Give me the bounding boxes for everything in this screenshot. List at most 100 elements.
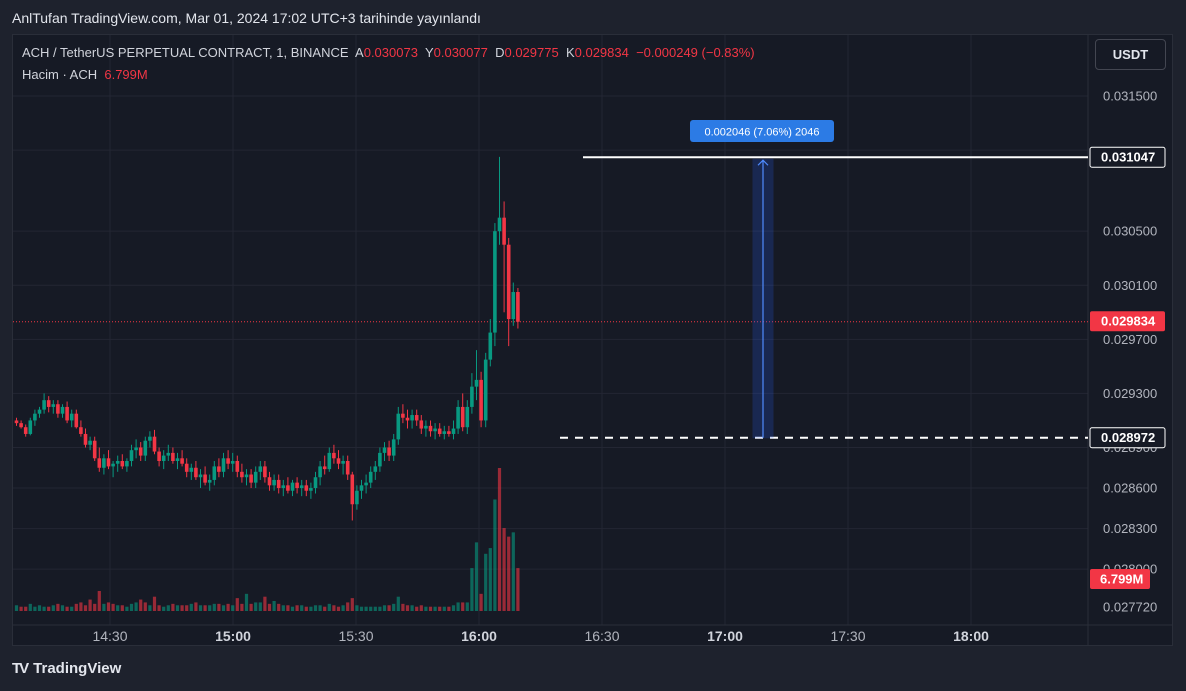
candle-body[interactable] — [56, 404, 60, 414]
candle-body[interactable] — [281, 485, 286, 489]
candle-body[interactable] — [456, 406, 460, 429]
candle-body[interactable] — [341, 461, 345, 464]
candle-body[interactable] — [470, 386, 474, 407]
candle-body[interactable] — [382, 447, 387, 453]
candle-body[interactable] — [419, 420, 424, 429]
candle-body[interactable] — [442, 431, 447, 434]
candle-body[interactable] — [387, 447, 391, 456]
candle-body[interactable] — [396, 413, 401, 440]
candle-body[interactable] — [318, 466, 322, 478]
candle-body[interactable] — [23, 427, 28, 434]
candle-body[interactable] — [368, 471, 373, 483]
volume-label[interactable]: Hacim · ACH — [22, 67, 98, 82]
candle-body[interactable] — [313, 477, 318, 489]
candle-body[interactable] — [88, 440, 92, 445]
candle-body[interactable] — [102, 458, 106, 468]
candle-body[interactable] — [129, 450, 134, 461]
candle-body[interactable] — [304, 485, 309, 491]
candle-body[interactable] — [401, 413, 405, 418]
candle-body[interactable] — [249, 474, 253, 483]
candle-body[interactable] — [60, 406, 65, 414]
candle-body[interactable] — [74, 413, 79, 428]
candle-body[interactable] — [428, 425, 433, 432]
candle-body[interactable] — [511, 292, 516, 320]
candle-body[interactable] — [111, 463, 115, 467]
candle-body[interactable] — [391, 439, 396, 456]
candle-body[interactable] — [433, 428, 437, 432]
candle-body[interactable] — [92, 440, 97, 459]
candle-body[interactable] — [65, 406, 69, 421]
candle-body[interactable] — [157, 451, 161, 461]
candle-body[interactable] — [244, 474, 249, 478]
candle-body[interactable] — [451, 428, 456, 434]
currency-unit-button[interactable]: USDT — [1095, 39, 1166, 70]
candle-body[interactable] — [180, 458, 184, 464]
candle-body[interactable] — [276, 479, 281, 489]
candle-body[interactable] — [355, 490, 359, 505]
candle-body[interactable] — [207, 479, 212, 483]
symbol-title[interactable]: ACH / TetherUS PERPETUAL CONTRACT, 1, BI… — [22, 45, 349, 60]
candle-body[interactable] — [14, 420, 19, 424]
candle-body[interactable] — [378, 452, 382, 467]
candle-body[interactable] — [120, 461, 125, 467]
candle-body[interactable] — [69, 413, 74, 421]
candle-body[interactable] — [327, 452, 332, 470]
candle-body[interactable] — [272, 479, 276, 486]
candle-body[interactable] — [516, 292, 520, 322]
candle-body[interactable] — [221, 458, 226, 472]
candle-body[interactable] — [506, 244, 511, 320]
candle-body[interactable] — [336, 458, 341, 464]
candle-body[interactable] — [410, 415, 414, 421]
candle-body[interactable] — [194, 467, 198, 478]
candle-body[interactable] — [235, 461, 240, 472]
candle-body[interactable] — [437, 428, 442, 434]
candle-body[interactable] — [46, 400, 51, 407]
candle-body[interactable] — [405, 417, 410, 421]
candle-body[interactable] — [51, 404, 56, 407]
candle-body[interactable] — [309, 488, 313, 491]
candle-body[interactable] — [33, 413, 37, 421]
candle-body[interactable] — [79, 427, 83, 434]
candle-body[interactable] — [19, 423, 23, 428]
candle-body[interactable] — [230, 461, 235, 464]
candle-body[interactable] — [359, 485, 364, 491]
candlestick-chart[interactable]: 0.002046 (7.06%) 2046 0.031500 0.030500 0.0… — [13, 35, 1172, 645]
candle-body[interactable] — [345, 461, 350, 475]
candle-body[interactable] — [350, 474, 355, 505]
candle-body[interactable] — [322, 466, 327, 470]
chart-panel[interactable]: 0.002046 (7.06%) 2046 0.031500 0.030500 0.0… — [12, 34, 1173, 646]
candle-body[interactable] — [184, 463, 189, 472]
candle-body[interactable] — [460, 406, 465, 428]
candle-body[interactable] — [286, 485, 290, 491]
candle-body[interactable] — [502, 217, 506, 245]
candle-body[interactable] — [42, 400, 46, 410]
candle-body[interactable] — [497, 217, 502, 232]
candle-body[interactable] — [198, 474, 203, 478]
candle-body[interactable] — [138, 447, 143, 456]
candle-body[interactable] — [28, 420, 33, 434]
candle-body[interactable] — [189, 467, 194, 472]
candle-body[interactable] — [465, 406, 470, 428]
candle-body[interactable] — [97, 458, 102, 468]
candle-body[interactable] — [152, 436, 157, 452]
candle-body[interactable] — [148, 436, 152, 441]
candle-body[interactable] — [161, 455, 166, 461]
candle-body[interactable] — [424, 425, 428, 429]
candle-body[interactable] — [474, 379, 479, 387]
candle-body[interactable] — [175, 458, 180, 461]
candle-body[interactable] — [166, 452, 171, 456]
candle-body[interactable] — [134, 447, 138, 451]
candle-body[interactable] — [479, 379, 483, 421]
candle-body[interactable] — [125, 461, 129, 467]
candle-body[interactable] — [258, 466, 263, 472]
candle-body[interactable] — [483, 359, 488, 421]
candle-body[interactable] — [203, 474, 207, 483]
candle-body[interactable] — [364, 482, 368, 486]
candle-body[interactable] — [290, 482, 295, 491]
candle-body[interactable] — [263, 466, 267, 478]
candle-body[interactable] — [143, 440, 148, 456]
candle-body[interactable] — [447, 431, 451, 434]
candle-body[interactable] — [171, 452, 175, 461]
candle-body[interactable] — [488, 332, 493, 360]
candle-body[interactable] — [212, 466, 217, 480]
